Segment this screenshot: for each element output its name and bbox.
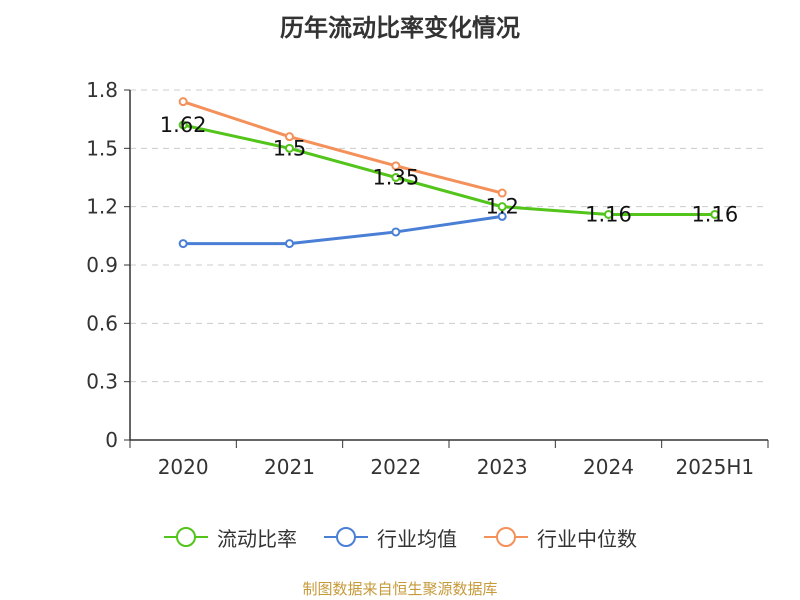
data-point: [178, 239, 188, 249]
legend: 流动比率 行业均值 行业中位数: [0, 520, 800, 554]
data-point: [391, 227, 401, 237]
data-point: [285, 239, 294, 249]
series-line: [182, 100, 503, 195]
series-line: [183, 214, 503, 246]
y-tick-label: 0: [105, 428, 118, 452]
y-tick-label: 0.6: [86, 311, 118, 335]
data-point: [178, 120, 188, 130]
source-note: 制图数据来自恒生聚源数据库: [302, 580, 498, 598]
data-point: [391, 173, 401, 182]
legend-line-marker-icon: [484, 527, 528, 547]
legend-line-marker-icon: [324, 527, 368, 547]
y-tick-label: 1.8: [86, 78, 118, 102]
x-tick-label: 2021: [264, 455, 315, 479]
data-label: 1.2: [485, 195, 518, 219]
data-point: [178, 97, 188, 107]
legend-label: 行业中位数: [537, 526, 637, 551]
x-tick-label: 2023: [477, 455, 528, 479]
x-tick-label: 2024: [583, 455, 634, 479]
data-point: [497, 188, 507, 198]
legend-item-industry-median[interactable]: 行业中位数: [483, 523, 637, 552]
chart-title: 历年流动比率变化情况: [280, 14, 520, 42]
data-point: [497, 202, 507, 212]
x-tick-label: 2020: [158, 455, 209, 479]
data-point: [285, 143, 294, 153]
data-label: 1.5: [273, 136, 306, 160]
data-point: [710, 209, 720, 219]
data-label: 1.35: [372, 166, 419, 190]
legend-line-marker-icon: [164, 527, 208, 547]
data-point: [391, 161, 401, 171]
legend-item-current-ratio[interactable]: 流动比率: [163, 523, 297, 552]
x-tick-label: 2022: [370, 455, 421, 479]
y-tick-label: 1.2: [86, 195, 118, 219]
legend-label: 行业均值: [377, 526, 457, 551]
data-point: [604, 209, 613, 219]
legend-item-industry-mean[interactable]: 行业均值: [323, 523, 457, 552]
data-label: 1.62: [160, 113, 207, 137]
data-label: 1.16: [585, 202, 632, 226]
series-line: [182, 123, 715, 216]
data-point: [285, 132, 294, 142]
y-tick-label: 0.3: [86, 370, 118, 394]
legend-label: 流动比率: [217, 526, 297, 551]
x-tick-label: 2025H1: [675, 455, 754, 479]
data-point: [497, 211, 507, 221]
data-label: 1.16: [691, 202, 738, 226]
y-tick-label: 0.9: [86, 253, 118, 277]
y-tick-label: 1.5: [86, 136, 118, 160]
